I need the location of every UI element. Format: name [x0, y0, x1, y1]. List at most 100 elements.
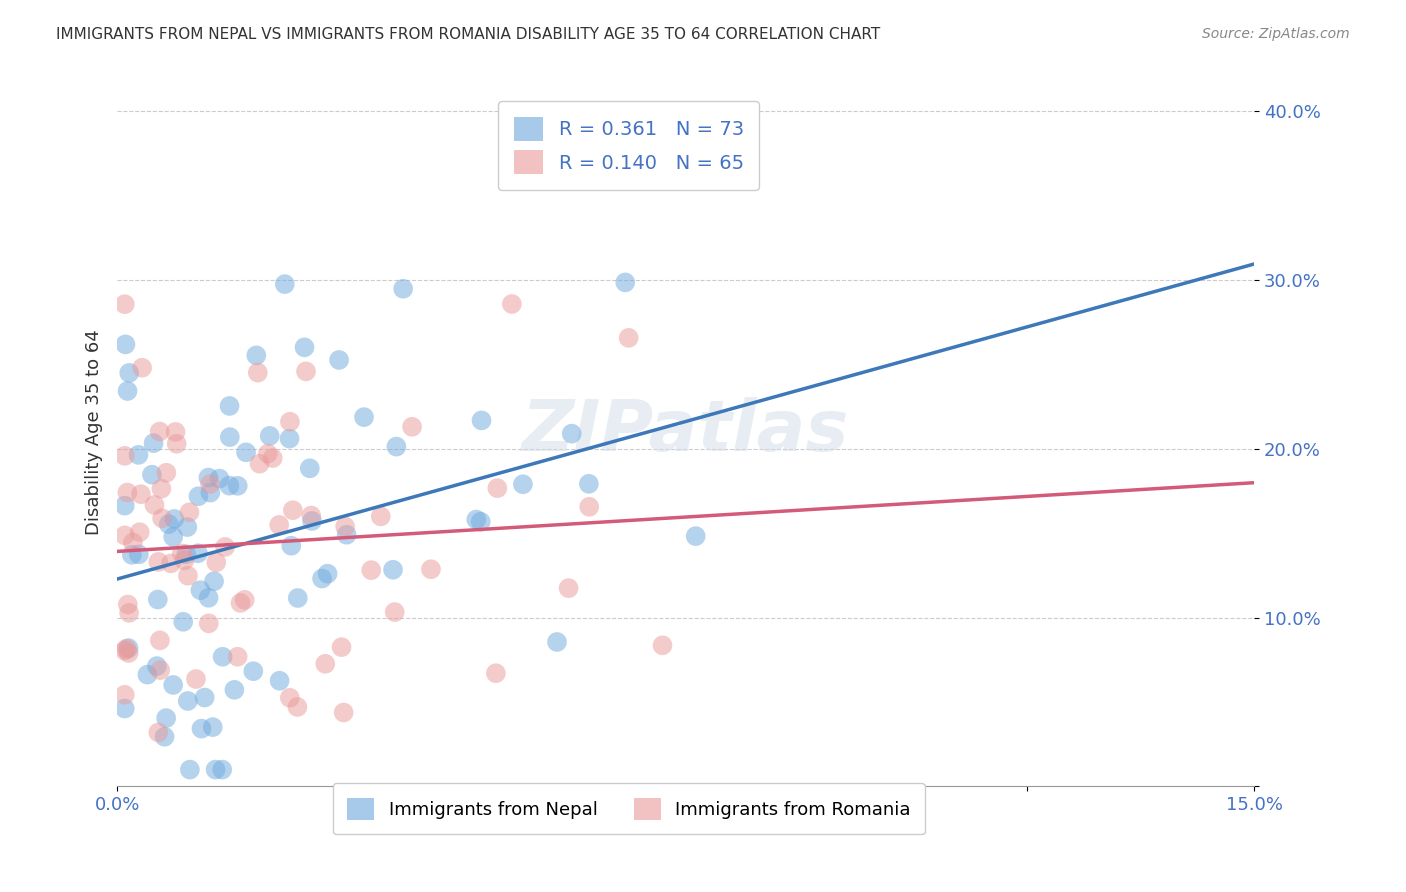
- Immigrants from Nepal: [385, 440, 408, 454]
- Immigrants from Romania: [173, 553, 195, 567]
- Immigrants from Romania: [401, 419, 423, 434]
- Immigrants from Romania: [299, 508, 322, 523]
- Immigrants from Romania: [177, 568, 200, 582]
- Immigrants from Nepal: [259, 429, 281, 443]
- Immigrants from Nepal: [177, 694, 200, 708]
- Immigrants from Nepal: [190, 722, 212, 736]
- Immigrants from Nepal: [128, 547, 150, 561]
- Immigrants from Nepal: [202, 574, 225, 589]
- Immigrants from Romania: [269, 517, 291, 532]
- Immigrants from Romania: [370, 509, 392, 524]
- Immigrants from Romania: [651, 638, 673, 652]
- Immigrants from Romania: [114, 643, 136, 657]
- Immigrants from Nepal: [121, 548, 143, 562]
- Immigrants from Nepal: [280, 539, 302, 553]
- Immigrants from Nepal: [187, 489, 209, 503]
- Immigrants from Romania: [281, 503, 304, 517]
- Immigrants from Nepal: [201, 720, 224, 734]
- Immigrants from Nepal: [200, 485, 222, 500]
- Immigrants from Nepal: [153, 730, 176, 744]
- Immigrants from Nepal: [465, 512, 488, 526]
- Immigrants from Romania: [287, 700, 309, 714]
- Immigrants from Romania: [114, 528, 136, 542]
- Immigrants from Romania: [150, 482, 173, 496]
- Immigrants from Nepal: [163, 512, 186, 526]
- Immigrants from Nepal: [128, 448, 150, 462]
- Immigrants from Nepal: [194, 690, 217, 705]
- Immigrants from Nepal: [208, 472, 231, 486]
- Immigrants from Nepal: [614, 276, 637, 290]
- Immigrants from Nepal: [546, 635, 568, 649]
- Immigrants from Nepal: [197, 470, 219, 484]
- Immigrants from Romania: [179, 505, 201, 519]
- Immigrants from Nepal: [278, 432, 301, 446]
- Immigrants from Romania: [117, 485, 139, 500]
- Immigrants from Nepal: [218, 430, 240, 444]
- Immigrants from Nepal: [190, 583, 212, 598]
- Immigrants from Romania: [148, 555, 170, 569]
- Immigrants from Nepal: [224, 682, 246, 697]
- Immigrants from Romania: [332, 706, 354, 720]
- Immigrants from Romania: [384, 605, 406, 619]
- Immigrants from Romania: [131, 360, 153, 375]
- Immigrants from Nepal: [174, 547, 197, 561]
- Immigrants from Nepal: [561, 426, 583, 441]
- Immigrants from Romania: [295, 364, 318, 378]
- Immigrants from Nepal: [685, 529, 707, 543]
- Immigrants from Romania: [486, 481, 509, 495]
- Immigrants from Nepal: [162, 530, 184, 544]
- Immigrants from Nepal: [141, 467, 163, 482]
- Immigrants from Nepal: [146, 659, 169, 673]
- Immigrants from Nepal: [382, 563, 405, 577]
- Immigrants from Nepal: [274, 277, 297, 292]
- Immigrants from Romania: [214, 540, 236, 554]
- Immigrants from Nepal: [117, 641, 139, 656]
- Legend: Immigrants from Nepal, Immigrants from Romania: Immigrants from Nepal, Immigrants from R…: [333, 783, 925, 834]
- Immigrants from Romania: [485, 666, 508, 681]
- Immigrants from Romania: [149, 425, 172, 439]
- Immigrants from Romania: [114, 449, 136, 463]
- Immigrants from Nepal: [176, 520, 198, 534]
- Immigrants from Romania: [170, 546, 193, 560]
- Immigrants from Nepal: [512, 477, 534, 491]
- Immigrants from Nepal: [470, 515, 492, 529]
- Immigrants from Romania: [128, 525, 150, 540]
- Immigrants from Nepal: [118, 366, 141, 380]
- Immigrants from Nepal: [311, 572, 333, 586]
- Immigrants from Romania: [122, 535, 145, 549]
- Text: Source: ZipAtlas.com: Source: ZipAtlas.com: [1202, 27, 1350, 41]
- Immigrants from Nepal: [157, 517, 180, 532]
- Immigrants from Romania: [278, 690, 301, 705]
- Immigrants from Nepal: [197, 591, 219, 605]
- Immigrants from Romania: [160, 557, 183, 571]
- Immigrants from Romania: [249, 457, 271, 471]
- Immigrants from Nepal: [136, 667, 159, 681]
- Immigrants from Nepal: [142, 436, 165, 450]
- Immigrants from Nepal: [242, 664, 264, 678]
- Immigrants from Romania: [165, 425, 187, 439]
- Immigrants from Nepal: [245, 348, 267, 362]
- Immigrants from Nepal: [155, 711, 177, 725]
- Immigrants from Romania: [150, 511, 173, 525]
- Immigrants from Romania: [117, 598, 139, 612]
- Immigrants from Nepal: [187, 546, 209, 560]
- Immigrants from Nepal: [218, 399, 240, 413]
- Immigrants from Nepal: [211, 763, 233, 777]
- Immigrants from Romania: [262, 450, 284, 465]
- Text: ZIPatlas: ZIPatlas: [522, 398, 849, 467]
- Immigrants from Romania: [256, 447, 278, 461]
- Immigrants from Romania: [114, 688, 136, 702]
- Immigrants from Romania: [118, 606, 141, 620]
- Immigrants from Romania: [129, 487, 152, 501]
- Immigrants from Romania: [115, 641, 138, 656]
- Immigrants from Romania: [198, 477, 221, 491]
- Immigrants from Nepal: [114, 499, 136, 513]
- Immigrants from Nepal: [235, 445, 257, 459]
- Immigrants from Nepal: [146, 592, 169, 607]
- Immigrants from Romania: [578, 500, 600, 514]
- Immigrants from Romania: [420, 562, 443, 576]
- Immigrants from Nepal: [298, 461, 321, 475]
- Immigrants from Nepal: [287, 591, 309, 605]
- Immigrants from Romania: [229, 596, 252, 610]
- Immigrants from Romania: [330, 640, 353, 654]
